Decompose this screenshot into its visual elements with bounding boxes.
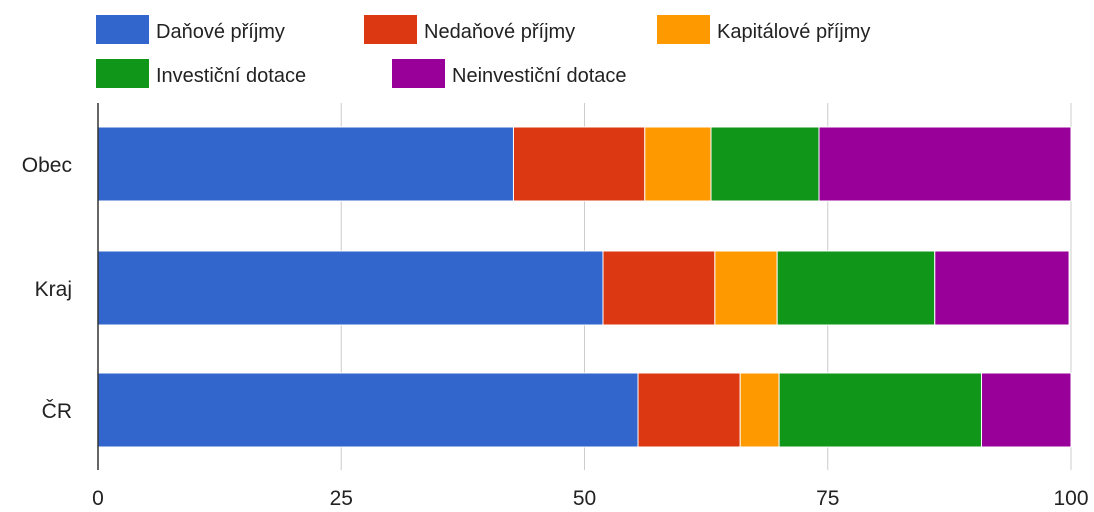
- legend-swatch: [392, 59, 445, 88]
- bar-segment: [512, 126, 646, 202]
- legend-item-nedanove-prijmy: Nedaňové příjmy: [364, 15, 575, 44]
- bar-segment: [778, 372, 982, 448]
- bar-segment: [602, 250, 716, 326]
- legend-item-danove-prijmy: Daňové příjmy: [96, 15, 285, 44]
- legend-label: Daňové příjmy: [156, 21, 285, 43]
- category-label: ČR: [42, 400, 72, 423]
- bar-segment: [97, 372, 639, 448]
- bar-segment: [637, 372, 741, 448]
- legend-swatch: [364, 15, 417, 44]
- x-tick-label: 0: [92, 487, 104, 510]
- x-tick-label: 25: [330, 487, 353, 510]
- legend-item-kapitalove-prijmy: Kapitálové příjmy: [657, 15, 870, 44]
- axes: 0 25 50 75 100 Obec Kraj ČR: [22, 103, 1089, 510]
- legend-swatch: [657, 15, 710, 44]
- bar-segment: [97, 250, 604, 326]
- legend-label: Kapitálové příjmy: [717, 21, 870, 43]
- bars: [97, 126, 1072, 448]
- x-tick-label: 100: [1053, 487, 1088, 510]
- x-tick-label: 50: [573, 487, 596, 510]
- x-tick-label: 75: [816, 487, 839, 510]
- bar-segment: [980, 372, 1072, 448]
- bar-segment: [776, 250, 936, 326]
- legend-swatch: [96, 15, 149, 44]
- bar-segment: [97, 126, 514, 202]
- bar-segment: [739, 372, 780, 448]
- bar-segment: [644, 126, 712, 202]
- legend-label: Investiční dotace: [156, 65, 306, 87]
- category-label: Kraj: [35, 278, 72, 301]
- bar-segment: [818, 126, 1072, 202]
- legend-item-neinvesticni-dotace: Neinvestiční dotace: [392, 59, 627, 88]
- legend: Daňové příjmy Nedaňové příjmy Kapitálové p…: [96, 15, 870, 88]
- bar-segment: [934, 250, 1070, 326]
- category-label: Obec: [22, 154, 72, 177]
- legend-item-investicni-dotace: Investiční dotace: [96, 59, 306, 88]
- bar-segment: [714, 250, 778, 326]
- legend-label: Neinvestiční dotace: [452, 65, 627, 87]
- bar-segment: [710, 126, 820, 202]
- legend-swatch: [96, 59, 149, 88]
- legend-label: Nedaňové příjmy: [424, 21, 575, 43]
